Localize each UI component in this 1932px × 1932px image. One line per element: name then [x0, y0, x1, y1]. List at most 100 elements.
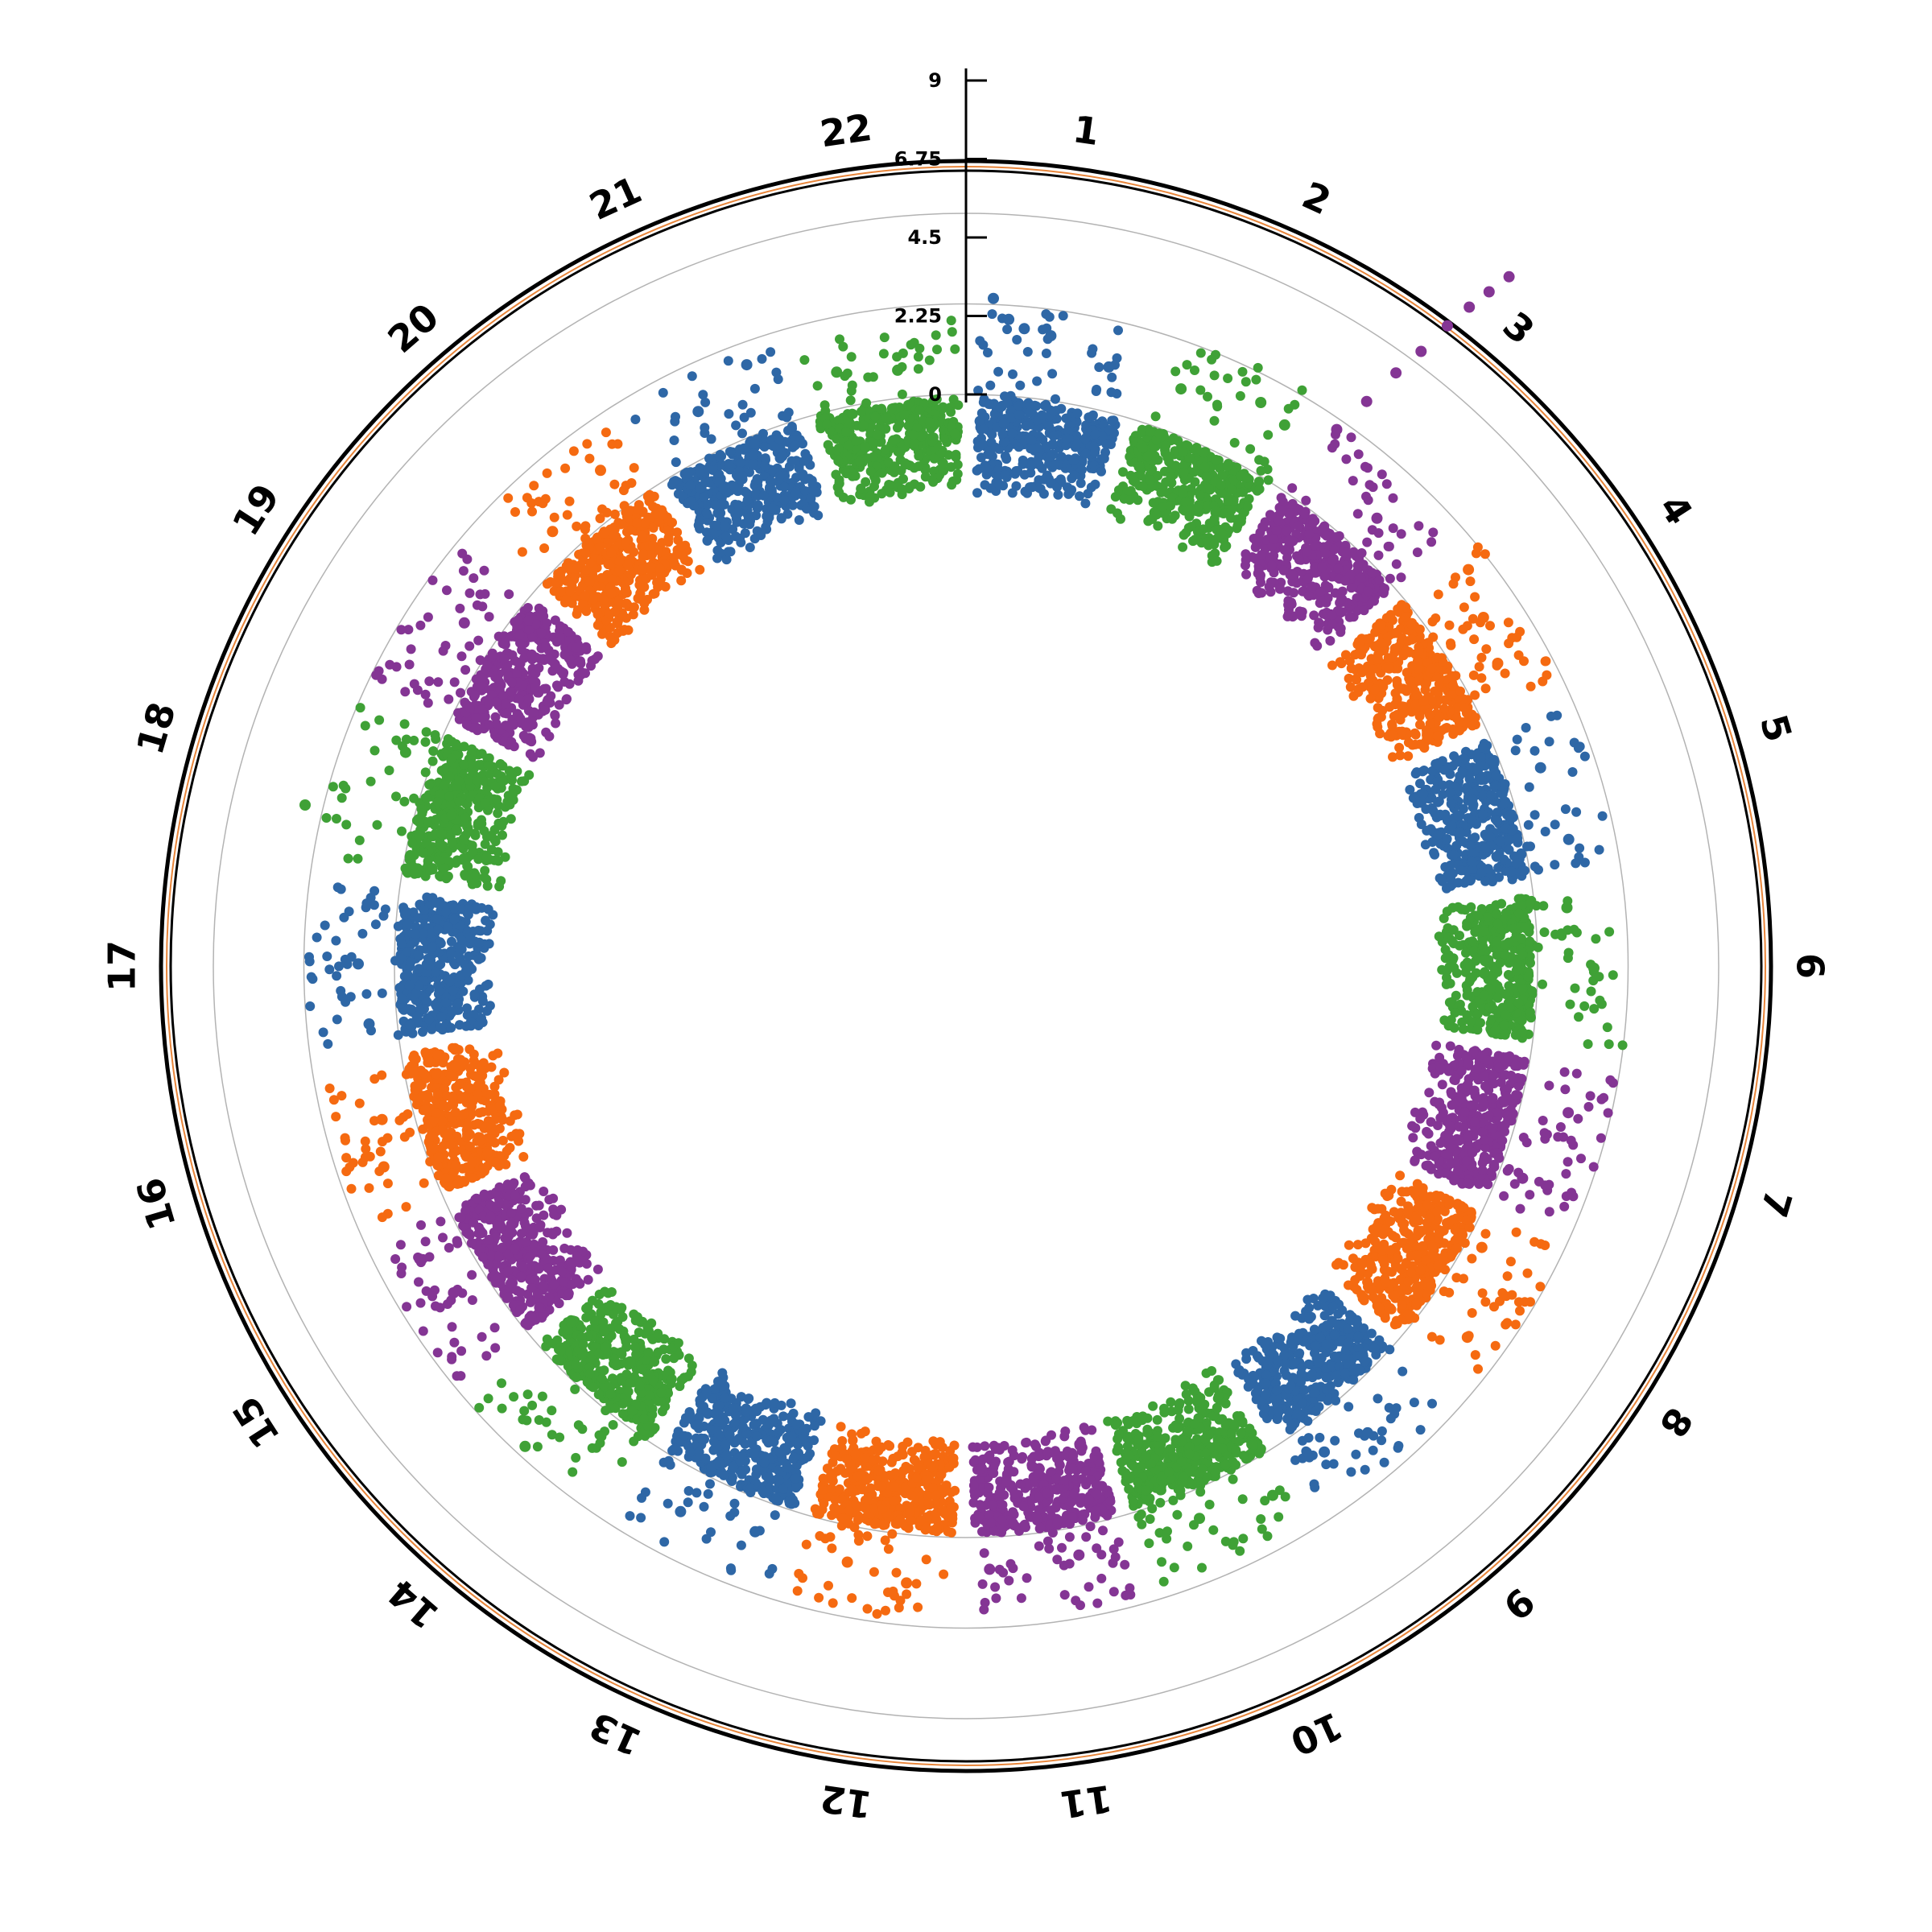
- data-point: [1478, 809, 1488, 819]
- data-point: [1346, 432, 1356, 443]
- data-point: [1287, 569, 1298, 580]
- peak-point: [1492, 658, 1504, 669]
- data-point: [1145, 514, 1155, 525]
- data-point: [1016, 1593, 1026, 1604]
- data-point: [1167, 514, 1178, 524]
- data-point: [1437, 1080, 1447, 1090]
- data-point: [1026, 435, 1037, 445]
- data-point: [1567, 767, 1578, 777]
- data-point: [1228, 1419, 1239, 1430]
- data-point: [824, 1580, 833, 1591]
- data-point: [1465, 1016, 1476, 1026]
- data-point: [1161, 440, 1171, 451]
- data-point: [1523, 972, 1534, 982]
- data-point: [939, 1569, 949, 1579]
- data-point: [1216, 488, 1227, 498]
- data-point: [1190, 365, 1199, 375]
- data-point: [1447, 820, 1457, 831]
- data-point: [1067, 1463, 1078, 1474]
- data-point: [1373, 1203, 1383, 1214]
- data-point: [1427, 837, 1438, 847]
- data-point: [1556, 928, 1567, 939]
- data-point: [1051, 1502, 1061, 1513]
- data-point: [989, 409, 1000, 419]
- data-point: [1470, 592, 1480, 602]
- data-point: [1392, 675, 1402, 686]
- data-point: [974, 415, 985, 426]
- data-point: [1046, 478, 1056, 489]
- data-point: [1502, 1166, 1513, 1176]
- data-point: [1178, 488, 1188, 498]
- data-point: [1286, 1419, 1297, 1430]
- data-point: [1290, 1455, 1301, 1465]
- data-point: [1241, 555, 1251, 565]
- data-point: [1434, 931, 1444, 942]
- data-point: [1041, 399, 1051, 410]
- data-point: [1003, 1457, 1013, 1468]
- data-point: [1373, 654, 1383, 664]
- data-point: [1480, 1081, 1490, 1092]
- data-point: [1583, 1101, 1594, 1112]
- data-point: [1480, 1228, 1491, 1239]
- data-point: [1480, 955, 1490, 965]
- data-point: [1309, 610, 1319, 621]
- data-point: [1263, 430, 1274, 440]
- data-point: [1415, 1425, 1426, 1435]
- data-point: [1344, 1402, 1354, 1412]
- data-point: [1506, 1071, 1517, 1080]
- data-point: [1525, 958, 1535, 968]
- data-point: [1002, 324, 1013, 335]
- data-point: [1304, 591, 1315, 601]
- data-point: [1348, 476, 1358, 486]
- data-point: [978, 1454, 988, 1464]
- data-point: [883, 1544, 894, 1554]
- peak-point: [1463, 564, 1475, 576]
- data-point: [1565, 999, 1575, 1009]
- peak-point: [1331, 423, 1343, 436]
- data-point: [1573, 1113, 1583, 1124]
- data-point: [1440, 944, 1451, 955]
- data-point: [1440, 953, 1451, 964]
- data-point: [1303, 1359, 1314, 1369]
- data-point: [983, 348, 993, 357]
- data-point: [1575, 843, 1585, 853]
- data-point: [1200, 1448, 1211, 1459]
- data-point: [1500, 1126, 1509, 1137]
- data-point: [1470, 1350, 1480, 1360]
- data-point: [902, 1589, 912, 1600]
- data-point: [1579, 857, 1590, 868]
- data-point: [1373, 712, 1384, 723]
- data-point: [1391, 559, 1402, 569]
- data-point: [1076, 1446, 1087, 1456]
- data-point: [1183, 1541, 1193, 1551]
- data-point: [1001, 1476, 1012, 1487]
- data-point: [1485, 621, 1495, 631]
- data-point: [1144, 1538, 1154, 1549]
- data-point: [1544, 1207, 1554, 1217]
- data-point: [984, 1482, 994, 1492]
- data-point: [1189, 467, 1199, 477]
- data-point: [1236, 1428, 1246, 1439]
- data-point: [1483, 912, 1493, 923]
- data-point: [1282, 526, 1292, 537]
- data-point: [976, 1464, 986, 1475]
- data-point: [1604, 927, 1615, 937]
- data-point: [1438, 657, 1448, 667]
- data-point: [1172, 1509, 1183, 1520]
- data-point: [1271, 1385, 1282, 1396]
- data-point: [1492, 993, 1503, 1003]
- data-point: [1276, 506, 1286, 516]
- data-point: [1363, 1269, 1373, 1279]
- data-point: [1451, 713, 1462, 724]
- data-point: [1367, 525, 1377, 535]
- data-point: [1034, 1450, 1044, 1460]
- data-point: [907, 1447, 917, 1457]
- data-point: [1057, 1542, 1067, 1553]
- data-point: [1008, 1517, 1018, 1528]
- data-point: [1426, 1117, 1436, 1127]
- data-point: [1243, 502, 1253, 512]
- data-point: [1482, 1178, 1492, 1188]
- data-point: [928, 1450, 939, 1460]
- data-point: [1013, 442, 1024, 452]
- data-point: [1460, 754, 1470, 765]
